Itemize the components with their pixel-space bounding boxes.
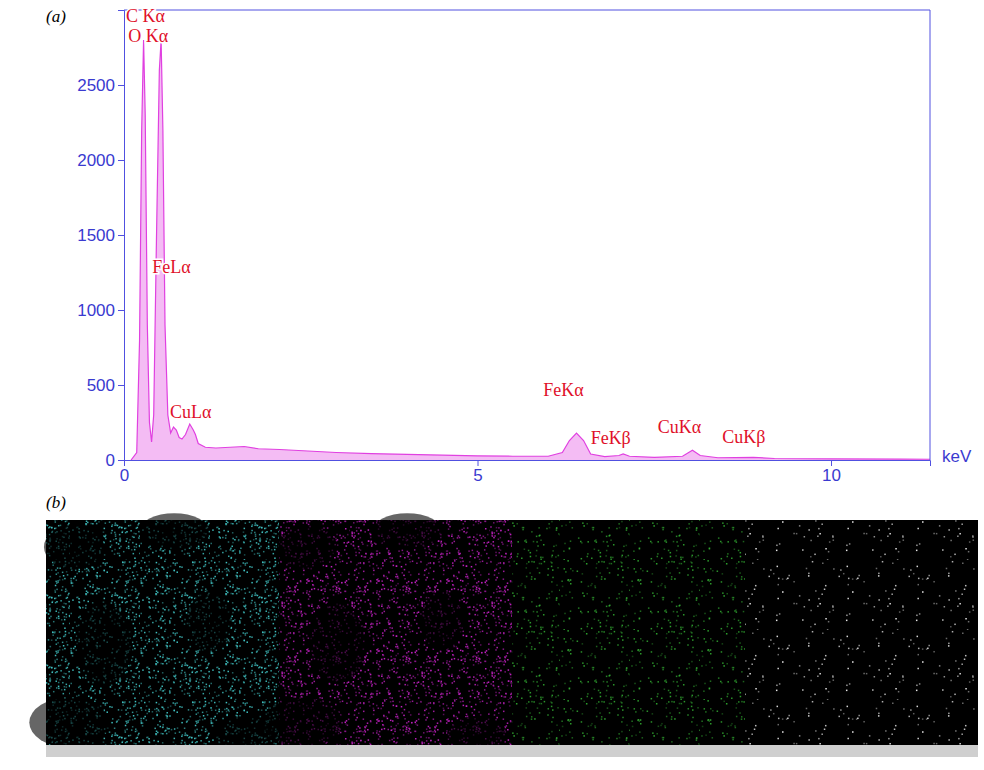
tick-mark [118, 460, 124, 461]
element-map [512, 520, 745, 745]
tick-mark [118, 160, 124, 161]
map-shadow [187, 591, 231, 651]
panel-label: (a) [46, 7, 66, 26]
x-axis-title: keV [942, 447, 972, 466]
tick-label: 2000 [77, 151, 115, 170]
tick: 0 [120, 460, 129, 485]
map-image [512, 520, 745, 745]
map-shadow [420, 591, 464, 651]
map-shadow [262, 698, 342, 748]
tick: 1000 [77, 301, 124, 320]
tick-label: 2500 [77, 76, 115, 95]
tick: 0 [106, 451, 124, 470]
tick-label: 1000 [77, 301, 115, 320]
peak-label: O Kα [128, 26, 168, 46]
peak-label: CuKα [658, 417, 702, 437]
tick: 2000 [77, 151, 124, 170]
tick-label: 10 [822, 466, 841, 485]
tick-mark [118, 310, 124, 311]
tick-mark [118, 385, 124, 386]
tick: 1500 [77, 226, 124, 245]
tick-label: 500 [87, 376, 115, 395]
peak-label: CuKβ [722, 427, 765, 447]
tick: 500 [87, 376, 124, 395]
annotations: C KαO Kα FeLα CuLα FeKα FeKβ CuKα CuKβ [126, 6, 765, 448]
tick-label: 1500 [77, 226, 115, 245]
map-shadow [372, 513, 442, 549]
frame-right [930, 10, 931, 460]
tick-label: 0 [120, 466, 129, 485]
y-axis: 0 500 1000 1500 2000 2500 [77, 11, 124, 470]
figure: (a) 0 5 10 0 500 1000 1500 2000 2500 keV C KαO Kα Fe… [0, 0, 984, 770]
map-shadow [44, 525, 104, 569]
map-shadow [139, 513, 209, 549]
tick-label: 0 [106, 451, 115, 470]
map-shadow [29, 698, 109, 748]
element-map [29, 513, 279, 752]
tick-mark [118, 85, 124, 86]
peak-label: C Kα [126, 6, 166, 26]
spectrum-line [131, 40, 930, 460]
element-map [745, 520, 978, 745]
plot-area [131, 40, 930, 460]
panel-label: (b) [46, 493, 66, 512]
tick-mark [118, 235, 124, 236]
map-shadow [309, 604, 365, 684]
tick: 10 [822, 460, 841, 485]
frame-top [124, 10, 930, 11]
axis-line [118, 11, 125, 461]
peak-label: FeKα [543, 380, 584, 400]
map-strip [46, 745, 978, 757]
map-shadow [277, 525, 337, 569]
tick-label: 5 [473, 466, 482, 485]
peak-label: FeLα [152, 257, 191, 277]
map-shadow [76, 604, 132, 684]
x-axis: 0 5 10 [120, 460, 931, 485]
map-image [745, 520, 978, 745]
peak-label: CuLα [170, 402, 212, 422]
axis-line [125, 461, 931, 467]
element-map [262, 513, 512, 752]
tick: 2500 [77, 76, 124, 95]
tick: 5 [473, 460, 482, 485]
spectrum-area [131, 40, 930, 460]
peak-label: FeKβ [591, 428, 631, 448]
